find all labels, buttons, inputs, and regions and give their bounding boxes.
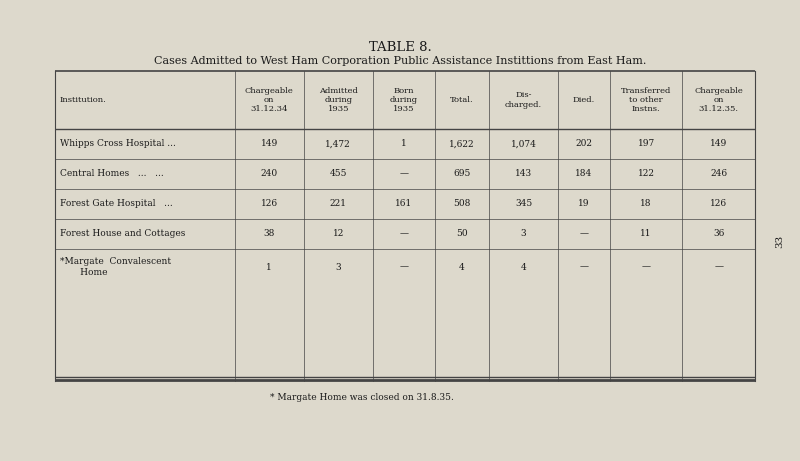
Text: 1: 1 — [266, 262, 272, 272]
Text: —: — — [642, 262, 650, 272]
Text: 221: 221 — [330, 200, 347, 208]
Text: —: — — [399, 230, 409, 238]
Text: 11: 11 — [641, 230, 652, 238]
Text: Forest Gate Hospital   ...: Forest Gate Hospital ... — [60, 200, 173, 208]
Text: 240: 240 — [261, 170, 278, 178]
Text: Total.: Total. — [450, 96, 474, 104]
Text: 50: 50 — [456, 230, 468, 238]
Text: 18: 18 — [641, 200, 652, 208]
Text: 161: 161 — [395, 200, 413, 208]
Text: 1,622: 1,622 — [449, 140, 475, 148]
Text: Central Homes   ...   ...: Central Homes ... ... — [60, 170, 164, 178]
Text: Institution.: Institution. — [60, 96, 106, 104]
Text: 1,074: 1,074 — [510, 140, 537, 148]
Text: 4: 4 — [459, 262, 465, 272]
Text: Whipps Cross Hospital ...: Whipps Cross Hospital ... — [60, 140, 176, 148]
Text: 4: 4 — [521, 262, 526, 272]
Text: 3: 3 — [521, 230, 526, 238]
Text: 345: 345 — [515, 200, 532, 208]
Text: Transferred
to other
Instns.: Transferred to other Instns. — [621, 87, 671, 113]
Text: 126: 126 — [261, 200, 278, 208]
Text: Chargeable
on
31.12.34: Chargeable on 31.12.34 — [245, 87, 294, 113]
Text: 38: 38 — [263, 230, 275, 238]
Text: TABLE 8.: TABLE 8. — [369, 41, 431, 54]
Text: 246: 246 — [710, 170, 727, 178]
Text: —: — — [714, 262, 723, 272]
Text: 508: 508 — [454, 200, 470, 208]
Text: 19: 19 — [578, 200, 590, 208]
Text: 202: 202 — [575, 140, 593, 148]
Text: 126: 126 — [710, 200, 727, 208]
Text: 149: 149 — [261, 140, 278, 148]
Text: —: — — [399, 170, 409, 178]
Text: —: — — [579, 230, 589, 238]
Text: 143: 143 — [515, 170, 532, 178]
Text: Cases Admitted to West Ham Corporation Public Assistance Instittions from East H: Cases Admitted to West Ham Corporation P… — [154, 56, 646, 66]
Text: 184: 184 — [575, 170, 593, 178]
Text: 1,472: 1,472 — [326, 140, 351, 148]
Text: 3: 3 — [335, 262, 341, 272]
Text: 197: 197 — [638, 140, 654, 148]
Text: 12: 12 — [333, 230, 344, 238]
Text: —: — — [399, 262, 409, 272]
Text: Dis-
charged.: Dis- charged. — [505, 91, 542, 109]
Text: —: — — [579, 262, 589, 272]
Text: 455: 455 — [330, 170, 347, 178]
Text: Forest House and Cottages: Forest House and Cottages — [60, 230, 186, 238]
Text: 33: 33 — [775, 234, 785, 248]
Text: * Margate Home was closed on 31.8.35.: * Margate Home was closed on 31.8.35. — [270, 393, 454, 402]
Text: 149: 149 — [710, 140, 727, 148]
Text: Died.: Died. — [573, 96, 595, 104]
Text: Born
during
1935: Born during 1935 — [390, 87, 418, 113]
Text: Chargeable
on
31.12.35.: Chargeable on 31.12.35. — [694, 87, 743, 113]
Text: 122: 122 — [638, 170, 654, 178]
Text: Admitted
during
1935: Admitted during 1935 — [319, 87, 358, 113]
Text: 36: 36 — [713, 230, 725, 238]
Text: 1: 1 — [401, 140, 407, 148]
Text: 695: 695 — [454, 170, 470, 178]
Text: *Margate  Convalescent
       Home: *Margate Convalescent Home — [60, 257, 171, 277]
